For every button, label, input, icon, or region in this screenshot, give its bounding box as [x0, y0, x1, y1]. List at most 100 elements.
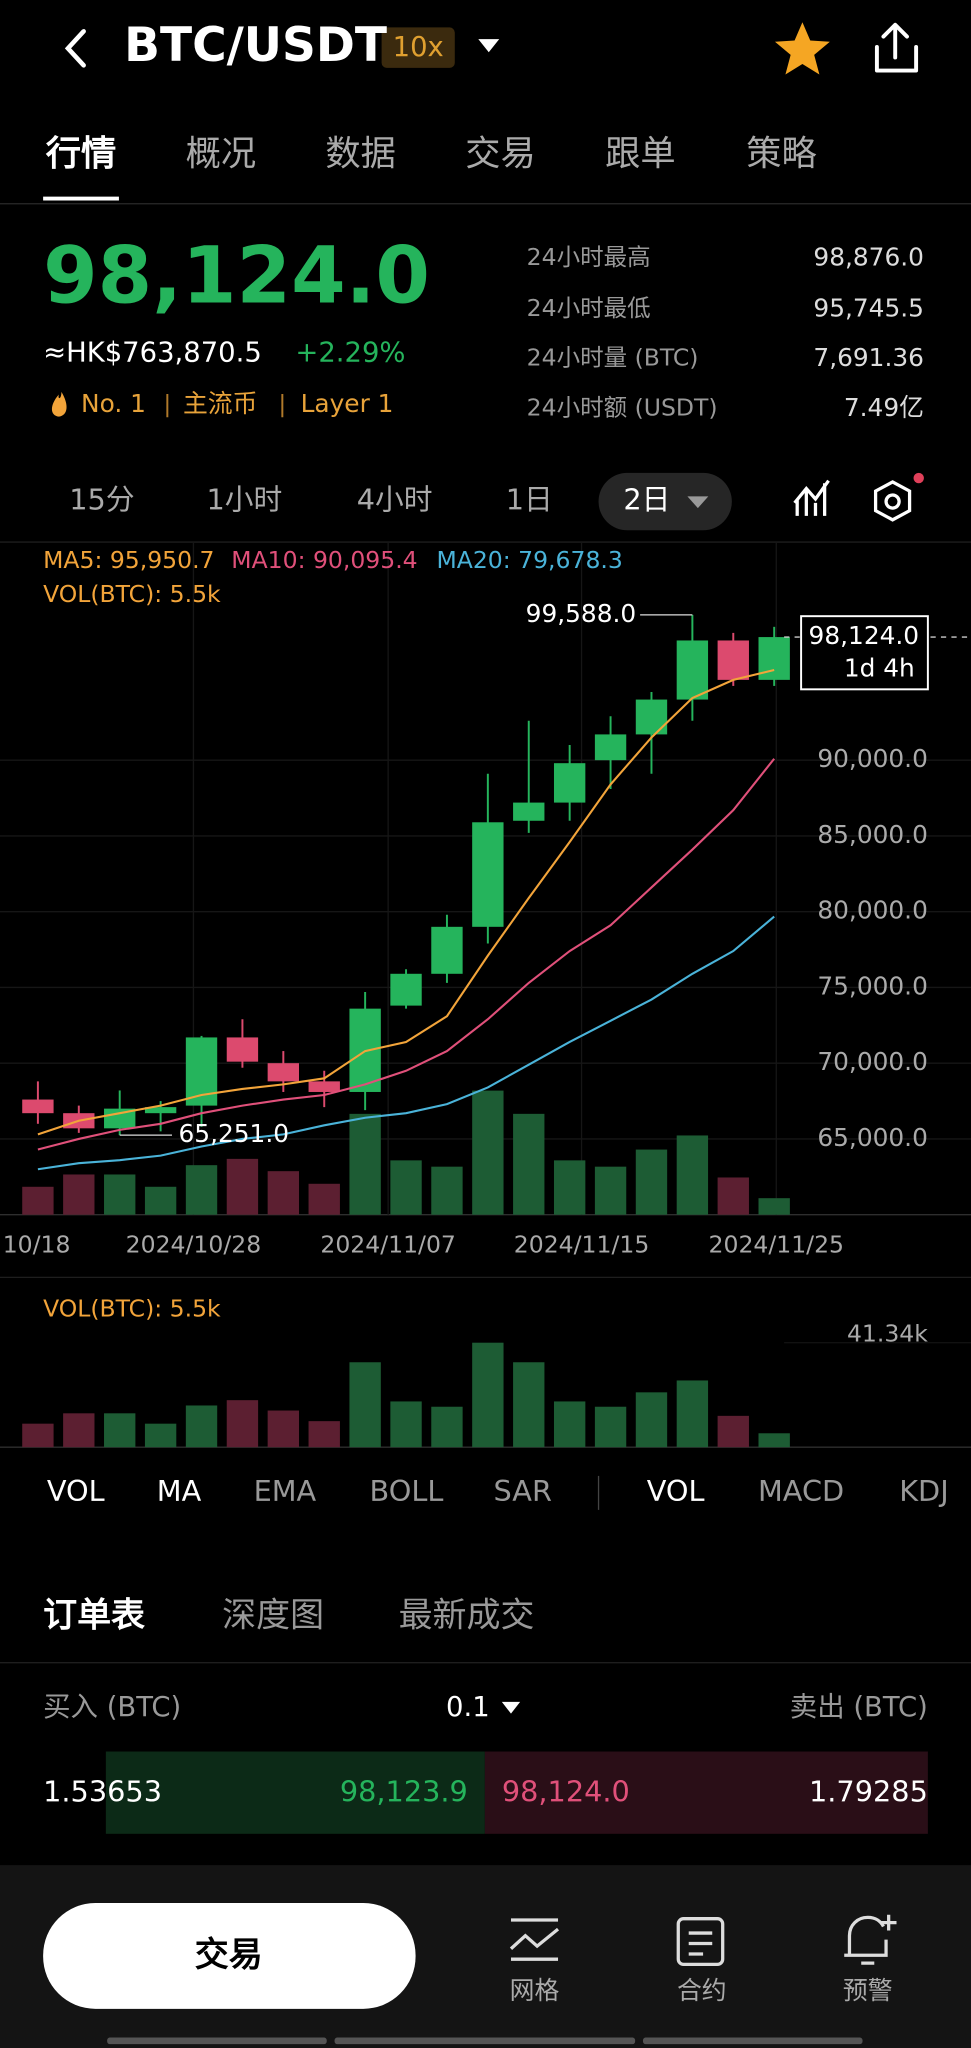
last-price: 98,124.0	[43, 230, 430, 321]
candle-body	[104, 1108, 136, 1129]
candle-body	[267, 1063, 300, 1082]
indicator[interactable]: KDJ	[899, 1474, 948, 1508]
interval-dropdown[interactable]	[687, 496, 709, 509]
pair-title[interactable]: BTC/USDT	[124, 18, 387, 73]
share-button[interactable]	[874, 22, 919, 73]
volume-bar	[63, 1413, 95, 1448]
volume-bar	[717, 1415, 749, 1448]
volume-bar	[144, 1423, 177, 1448]
volume-bar	[22, 1186, 54, 1215]
alert-bell	[844, 1915, 888, 1965]
volume-bar	[676, 1135, 709, 1215]
orderbook-tab[interactable]: 深度图	[222, 1595, 324, 1635]
stat-value: 7.49亿	[844, 393, 924, 422]
tab[interactable]: 概况	[186, 133, 257, 174]
volume-legend: VOL(BTC): 5.5k	[43, 580, 221, 608]
volume-bar	[472, 1090, 504, 1215]
y-tick-label: 65,000.0	[817, 1123, 928, 1152]
contract-label[interactable]: 合约	[677, 1976, 727, 2005]
volume-bar	[308, 1183, 340, 1215]
orderbook-tab[interactable]: 最新成交	[399, 1595, 535, 1635]
indicator[interactable]: BOLL	[370, 1474, 444, 1508]
settings-hex	[873, 480, 912, 522]
change: +2.29%	[295, 337, 405, 368]
candle-body	[390, 973, 422, 1006]
candle-body	[676, 640, 709, 700]
volume-bar	[267, 1171, 300, 1215]
step-dropdown[interactable]	[501, 1701, 521, 1714]
indicator[interactable]: MA	[157, 1474, 202, 1508]
contract-button[interactable]	[676, 1917, 725, 1967]
grid-label[interactable]: 网格	[510, 1976, 560, 2005]
candle-body	[226, 1037, 259, 1062]
alert-label[interactable]: 预警	[843, 1976, 893, 2005]
bid-price: 98,123.9	[340, 1774, 468, 1808]
trade-label[interactable]: 交易	[195, 1935, 263, 1975]
indicator[interactable]: EMA	[254, 1474, 317, 1508]
home-indicator	[642, 2037, 863, 2045]
candle-body	[472, 822, 504, 927]
indicator[interactable]: SAR	[494, 1474, 552, 1508]
leverage-badge	[381, 27, 455, 68]
indicator-button[interactable]	[793, 479, 830, 516]
last-price-box	[800, 615, 929, 691]
tag: 主流币	[183, 389, 257, 418]
y-tick-label: 75,000.0	[817, 971, 928, 1000]
pair-dropdown[interactable]	[478, 39, 500, 53]
favorite-star[interactable]	[774, 22, 830, 75]
step[interactable]: 0.1	[446, 1692, 490, 1723]
y-tick-label: 70,000.0	[817, 1047, 928, 1076]
home-indicator	[107, 2037, 327, 2045]
orderbook-tab[interactable]: 订单表	[43, 1595, 145, 1635]
back-button[interactable]	[64, 29, 86, 68]
trade-button[interactable]	[43, 1903, 416, 2009]
interval[interactable]: 2日	[623, 483, 670, 517]
interval[interactable]: 1日	[506, 483, 553, 517]
volume-legend: VOL(BTC): 5.5k	[43, 1295, 221, 1323]
volume-bar	[431, 1406, 463, 1448]
grid-button[interactable]	[509, 1918, 560, 1961]
interval[interactable]: 15分	[69, 483, 134, 517]
candle-body	[308, 1081, 340, 1092]
candle-body	[553, 763, 586, 803]
contract-lines	[688, 1931, 713, 1956]
alert-button[interactable]	[844, 1914, 897, 1965]
tab[interactable]: 交易	[465, 133, 536, 174]
x-tick-label: 2024/10/28	[126, 1231, 261, 1259]
share-arrow	[881, 22, 909, 60]
volume-bar	[104, 1413, 136, 1448]
indicator[interactable]: MACD	[758, 1474, 844, 1508]
tab[interactable]: 数据	[325, 133, 396, 174]
high-label: 99,588.0	[526, 599, 637, 628]
interval[interactable]: 1小时	[206, 483, 282, 517]
ma-line	[37, 915, 775, 1171]
volume-tick-label: 41.34k	[847, 1319, 928, 1347]
stat-value: 7,691.36	[813, 343, 924, 372]
tab[interactable]: 策略	[746, 133, 817, 174]
ma-legend: MA10: 90,095.4	[231, 546, 417, 574]
candle-body	[717, 640, 749, 680]
ask-size: 1.79285	[809, 1774, 928, 1808]
stat-label: 24小时量 (BTC)	[527, 344, 699, 372]
volume-bar	[513, 1113, 545, 1215]
volume-bar	[758, 1198, 790, 1215]
leverage: 10x	[393, 32, 444, 63]
ma-legend: MA20: 79,678.3	[436, 546, 622, 574]
volume-bar	[185, 1405, 218, 1448]
x-tick-label: 2024/11/15	[514, 1231, 649, 1259]
bid-size: 1.53653	[43, 1774, 162, 1808]
y-tick-label: 90,000.0	[817, 744, 928, 773]
volume-bar	[226, 1158, 259, 1215]
ask-price: 98,124.0	[502, 1774, 630, 1808]
candle-body	[144, 1107, 177, 1114]
indicator[interactable]: VOL	[47, 1474, 105, 1508]
settings-button[interactable]	[873, 480, 912, 522]
indicator[interactable]: VOL	[647, 1474, 705, 1508]
x-tick-label: 2024/11/25	[709, 1231, 844, 1259]
interval[interactable]: 4小时	[357, 483, 433, 517]
tab[interactable]: 行情	[46, 133, 117, 174]
tab[interactable]: 跟单	[605, 133, 676, 174]
